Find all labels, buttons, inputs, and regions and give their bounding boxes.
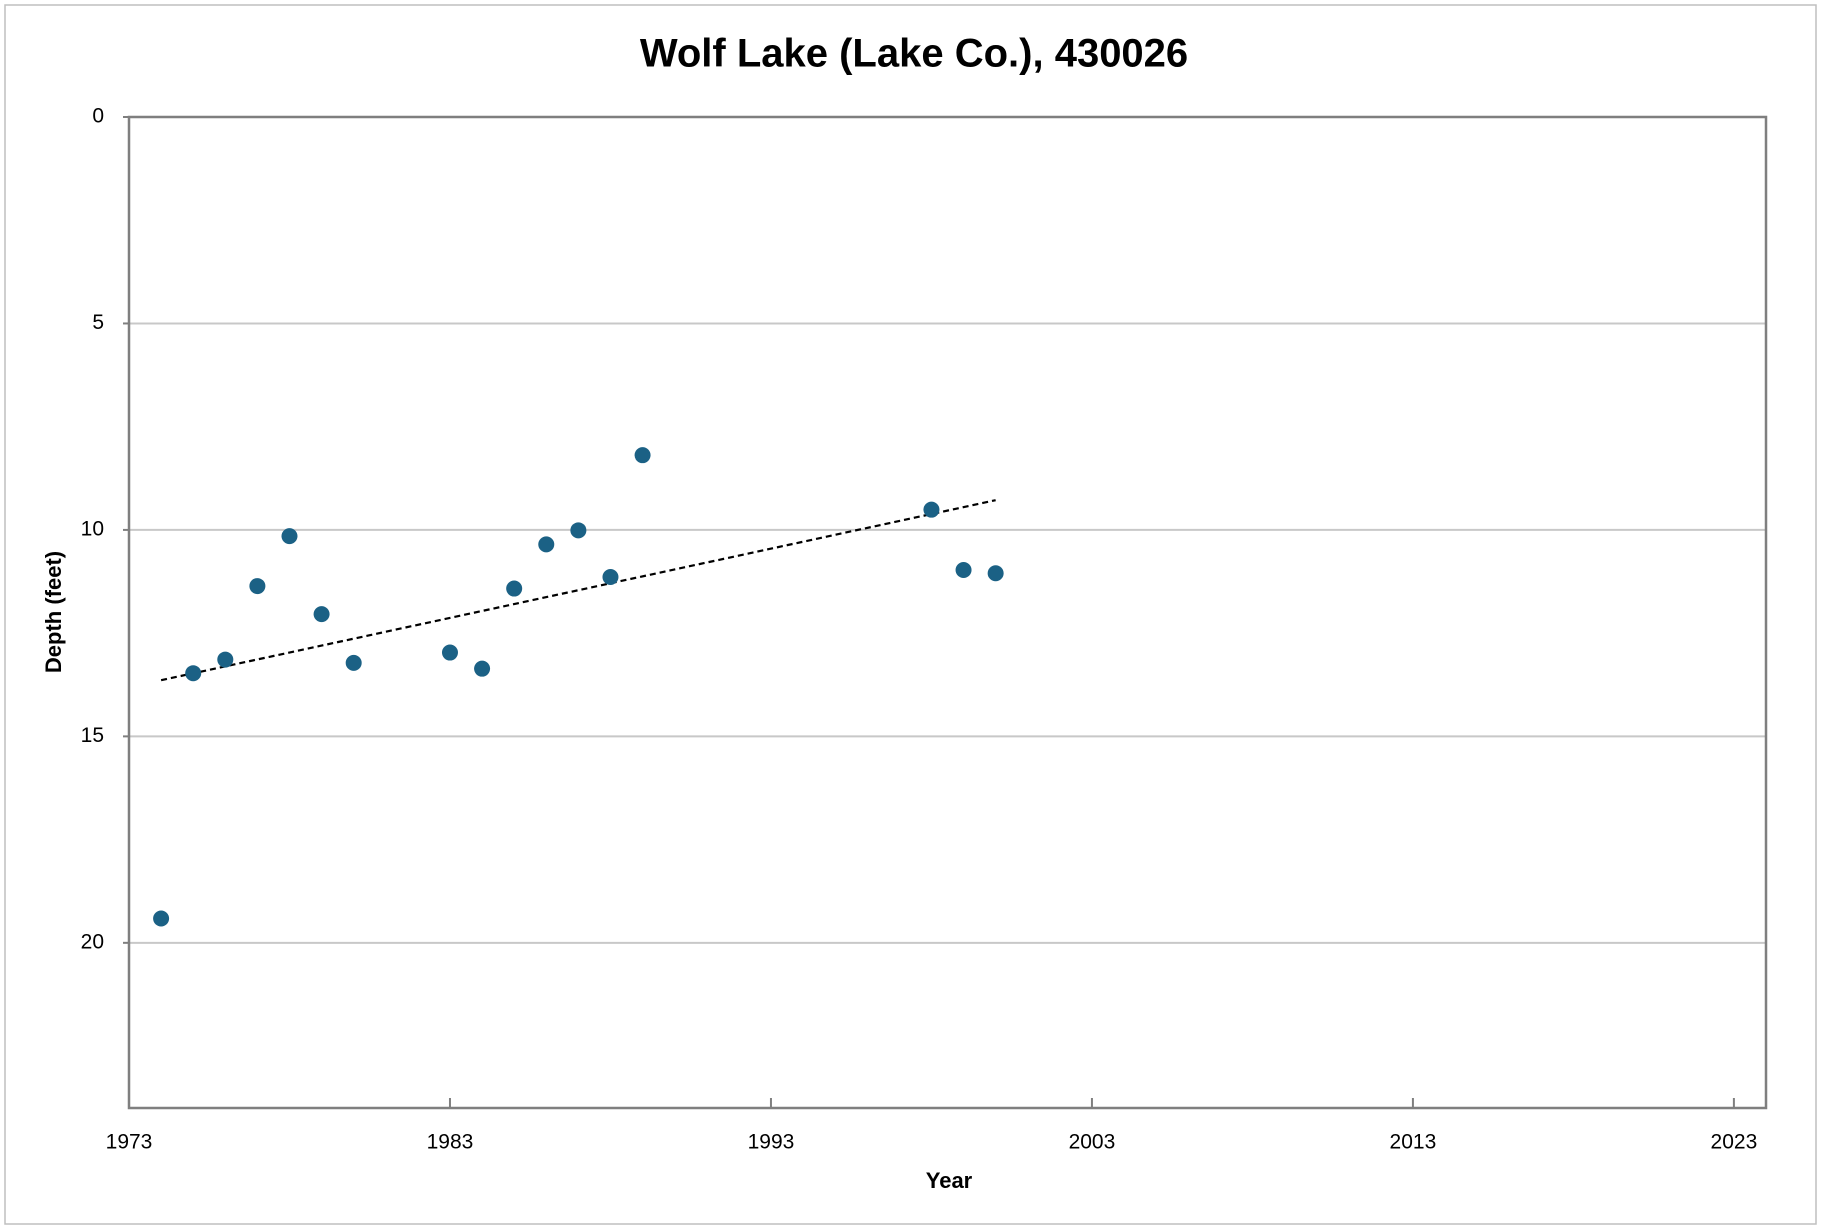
y-tick-label: 0 (92, 105, 104, 128)
data-point (570, 522, 587, 539)
y-tick-label: 15 (81, 724, 104, 747)
x-tick-label: 2023 (1711, 1131, 1758, 1154)
data-point (955, 561, 972, 578)
x-axis-label: Year (926, 1168, 973, 1193)
data-point (281, 528, 298, 545)
data-point (602, 568, 619, 585)
x-tick-label: 1993 (748, 1131, 795, 1154)
x-tick-label: 1973 (106, 1131, 153, 1154)
chart-title: Wolf Lake (Lake Co.), 430026 (640, 32, 1188, 76)
data-point (313, 606, 330, 623)
trendline (160, 499, 996, 682)
data-point (923, 501, 940, 518)
data-point (987, 565, 1004, 582)
x-tick-label: 1983 (427, 1131, 474, 1154)
y-tick-label: 20 (81, 930, 104, 953)
data-point (441, 644, 458, 661)
chart-border (4, 4, 1817, 1225)
data-point (634, 447, 651, 464)
y-tick-label: 10 (81, 517, 104, 540)
data-point (538, 536, 555, 553)
data-point (249, 578, 266, 595)
data-point (506, 580, 523, 597)
y-axis-label: Depth (feet) (41, 551, 66, 673)
y-tick-label: 5 (92, 311, 104, 334)
data-point (474, 660, 491, 677)
data-point (345, 654, 362, 671)
x-tick-label: 2013 (1390, 1131, 1437, 1154)
plot-frame (127, 115, 1768, 1110)
data-point (185, 665, 202, 682)
x-tick-label: 2003 (1069, 1131, 1116, 1154)
data-point (217, 651, 234, 668)
data-point (153, 910, 170, 927)
